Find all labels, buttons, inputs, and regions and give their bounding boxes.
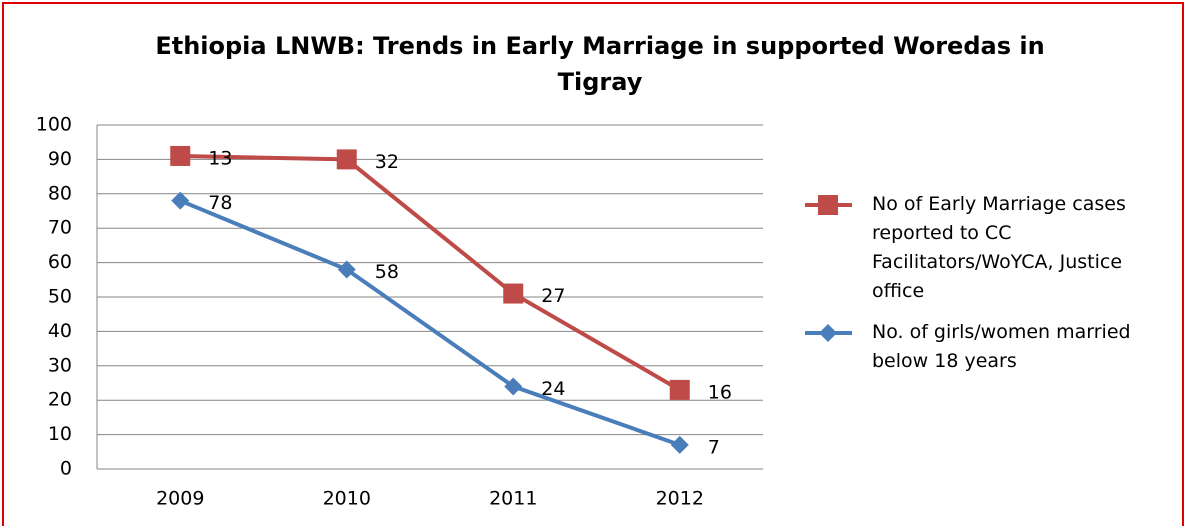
series-line [179,198,681,447]
data-label: 24 [541,378,565,400]
x-tick-label: 2009 [156,488,204,510]
y-tick-label: 80 [48,182,72,204]
y-tick-label: 50 [48,286,72,308]
x-tick-label: 2011 [489,488,537,510]
data-label: 13 [208,147,232,169]
data-label: 78 [208,192,232,214]
data-label: 7 [708,436,720,458]
series-line [180,153,681,392]
data-label: 27 [541,285,565,307]
marker [171,191,190,210]
y-tick-label: 40 [48,320,72,342]
data-label: 58 [375,261,399,283]
chart-title: Ethiopia LNWB: Trends in Early Marriage … [155,32,1045,96]
y-tick-label: 10 [48,423,72,445]
legend-label: No of Early Marriage cases reported to C… [872,193,1132,302]
marker [670,435,689,454]
y-tick-label: 70 [48,217,72,239]
y-tick-label: 0 [60,458,72,480]
y-tick-label: 20 [48,389,72,411]
marker [669,379,690,400]
legend-label: No. of girls/women married below 18 year… [872,321,1143,372]
y-tick-label: 60 [48,251,72,273]
marker [336,149,357,170]
marker [819,324,837,342]
y-tick-label: 90 [48,148,72,170]
data-label: 16 [708,381,732,403]
x-tick-label: 2012 [656,488,704,510]
y-tick-label: 100 [36,114,72,136]
marker [337,260,356,279]
x-tick-label: 2010 [323,488,371,510]
marker [170,145,191,166]
marker [504,377,523,396]
marker [818,195,838,215]
marker [503,283,524,304]
data-label: 32 [375,151,399,173]
y-tick-label: 30 [48,354,72,376]
